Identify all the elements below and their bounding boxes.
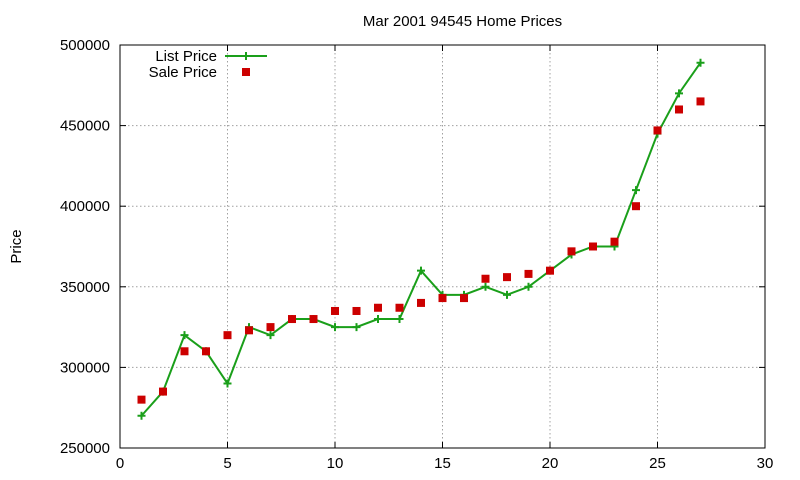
sale-price-point — [696, 97, 705, 106]
list-price-point — [503, 290, 511, 299]
x-tick-label: 30 — [757, 455, 774, 472]
axis-ticks: 0 5 10 15 20 25 30 250000 300000 350000 400000 4500… — [60, 37, 773, 472]
list-price-point — [374, 315, 382, 324]
list-price-point — [632, 186, 640, 195]
x-tick-label: 5 — [223, 455, 231, 472]
sale-price-point — [653, 126, 662, 135]
sale-price-point — [288, 315, 296, 324]
y-tick-label: 450000 — [60, 118, 110, 135]
legend-swatch-marker — [242, 68, 250, 76]
list-price-point — [266, 331, 275, 340]
list-price-point — [675, 89, 683, 98]
sale-price-point — [374, 303, 382, 312]
sale-price-point — [223, 331, 232, 340]
list-price-point — [352, 323, 361, 332]
y-tick-label: 250000 — [60, 440, 110, 457]
series-list-price — [137, 58, 705, 420]
sale-price-point — [589, 242, 597, 251]
sale-price-point — [546, 266, 554, 275]
chart-title: Mar 2001 94545 Home Prices — [363, 13, 562, 30]
y-tick-label: 500000 — [60, 37, 110, 54]
sale-price-point — [524, 269, 533, 278]
sale-price-point — [395, 303, 404, 312]
list-price-point — [180, 331, 189, 340]
sale-price-point — [460, 294, 468, 303]
sale-price-point — [632, 202, 640, 211]
sale-price-point — [352, 306, 361, 315]
series — [137, 58, 705, 420]
sale-price-point — [202, 347, 210, 356]
sale-price-point — [567, 247, 576, 256]
list-price-point — [481, 282, 490, 291]
x-tick-label: 0 — [116, 455, 124, 472]
y-axis-label: Price — [8, 229, 25, 263]
legend-swatch-marker — [242, 52, 250, 60]
grid — [120, 45, 765, 448]
y-tick-label: 350000 — [60, 279, 110, 296]
list-price-point — [395, 315, 404, 324]
list-price-point — [137, 411, 146, 420]
sale-price-point — [159, 387, 167, 396]
sale-price-point — [331, 306, 339, 315]
list-price-point — [223, 379, 232, 388]
list-price-point — [331, 323, 339, 332]
legend-label: Sale Price — [149, 64, 217, 81]
x-tick-label: 20 — [542, 455, 559, 472]
sale-price-point — [503, 273, 511, 282]
legend-label: List Price — [155, 48, 217, 65]
sale-price-point — [309, 315, 318, 324]
list-price-point — [696, 58, 705, 67]
y-tick-label: 300000 — [60, 359, 110, 376]
sale-price-point — [245, 326, 253, 335]
x-tick-label: 10 — [327, 455, 344, 472]
sale-price-point — [417, 298, 425, 307]
sale-price-point — [675, 105, 683, 114]
sale-price-point — [481, 274, 490, 283]
sale-price-point — [438, 294, 447, 303]
list-price-point — [524, 282, 533, 291]
sale-price-point — [180, 347, 189, 356]
x-tick-label: 25 — [649, 455, 666, 472]
sale-price-point — [137, 395, 146, 404]
sale-price-point — [266, 323, 275, 332]
sale-price-point — [610, 237, 619, 246]
x-tick-label: 15 — [434, 455, 451, 472]
series-sale-price — [137, 97, 705, 404]
list-price-point — [417, 266, 425, 275]
y-tick-label: 400000 — [60, 198, 110, 215]
